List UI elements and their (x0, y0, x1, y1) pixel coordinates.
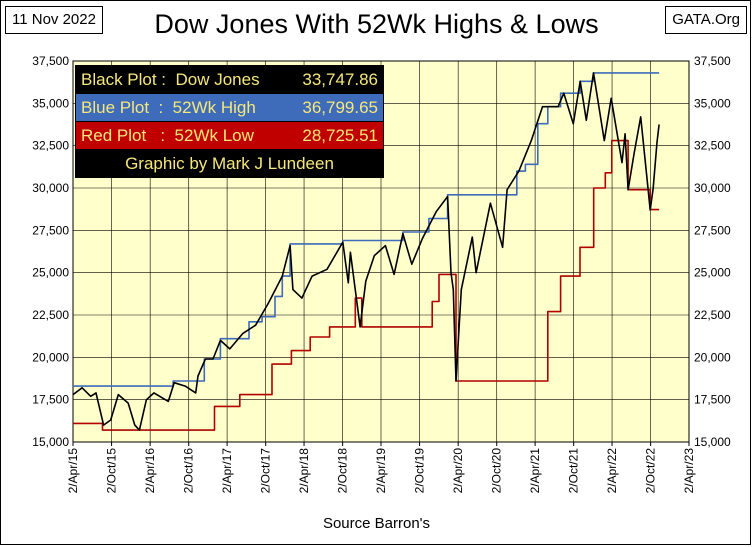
x-tick-label: 2/Oct/19 (413, 448, 427, 494)
legend-row-low: Red Plot : 52Wk Low 28,725.51 (76, 122, 383, 150)
chart-title: Dow Jones With 52Wk Highs & Lows (154, 9, 599, 39)
y-tick-label-left: 32,500 (32, 139, 69, 153)
y-axis-right: 15,000 17,500 20,000 22,500 25,000 27,500 30,0… (694, 54, 731, 449)
y-tick-label-left: 15,000 (32, 435, 69, 449)
x-tick-label: 2/Apr/19 (374, 448, 388, 494)
y-tick-label-right: 37,500 (694, 54, 731, 68)
y-tick-label-left: 37,500 (32, 54, 69, 68)
legend-credit: Graphic by Mark J Lundeen (76, 150, 383, 177)
series-dow-jones (72, 72, 660, 431)
legend-row-high: Blue Plot : 52Wk High 36,799.65 (76, 94, 383, 122)
x-tick-label: 2/Apr/15 (66, 448, 80, 494)
x-tick-label: 2/Oct/15 (105, 448, 119, 494)
legend-value-low: 28,725.51 (302, 126, 378, 145)
date-label: 11 Nov 2022 (5, 6, 103, 34)
x-tick-label: 2/Oct/21 (567, 448, 581, 494)
y-tick-label-right: 20,000 (694, 350, 731, 364)
y-tick-label-left: 30,000 (32, 181, 69, 195)
y-tick-label-right: 25,000 (694, 266, 731, 280)
y-tick-label-left: 20,000 (32, 350, 69, 364)
legend-label-dow: Black Plot : Dow Jones (81, 70, 260, 89)
y-tick-label-left: 25,000 (32, 266, 69, 280)
y-tick-label-right: 17,500 (694, 393, 731, 407)
series-group (72, 72, 660, 431)
legend: Black Plot : Dow Jones 33,747.86 Blue Pl… (75, 65, 384, 178)
legend-value-high: 36,799.65 (302, 98, 378, 117)
y-tick-label-left: 22,500 (32, 308, 69, 322)
y-axis-left: 15,000 17,500 20,000 22,500 25,000 27,500 30,0… (32, 54, 69, 449)
y-tick-label-right: 22,500 (694, 308, 731, 322)
y-tick-label-right: 35,000 (694, 96, 731, 110)
x-tick-label: 2/Oct/18 (336, 448, 350, 494)
x-tick-label: 2/Apr/16 (143, 448, 157, 494)
source-label: GATA.Org (665, 6, 747, 34)
x-tick-label: 2/Apr/22 (605, 448, 619, 494)
x-tick-label: 2/Apr/21 (528, 448, 542, 494)
x-tick-label: 2/Apr/18 (297, 448, 311, 494)
y-tick-label-right: 15,000 (694, 435, 731, 449)
x-tick-label: 2/Oct/22 (644, 448, 658, 494)
legend-value-dow: 33,747.86 (302, 70, 378, 89)
x-tick-label: 2/Oct/16 (182, 448, 196, 494)
y-tick-label-left: 27,500 (32, 223, 69, 237)
y-tick-label-right: 27,500 (694, 223, 731, 237)
x-axis-title: Source Barron's (322, 515, 431, 532)
legend-label-high: Blue Plot : 52Wk High (81, 98, 256, 117)
x-tick-label: 2/Apr/20 (451, 448, 465, 494)
x-tick-label: 2/Apr/23 (682, 448, 696, 494)
series-52wk-low (73, 139, 660, 431)
x-axis: 2/Apr/15 2/Oct/15 2/Apr/16 2/Oct/16 2/Apr/17… (66, 442, 696, 493)
y-tick-label-right: 32,500 (694, 139, 731, 153)
x-tick-label: 2/Oct/17 (259, 448, 273, 494)
y-tick-label-right: 30,000 (694, 181, 731, 195)
series-52wk-high (73, 72, 660, 387)
legend-row-dow: Black Plot : Dow Jones 33,747.86 (76, 66, 383, 94)
legend-label-low: Red Plot : 52Wk Low (81, 126, 254, 145)
y-tick-label-left: 35,000 (32, 96, 69, 110)
x-tick-label: 2/Apr/17 (220, 448, 234, 494)
x-tick-label: 2/Oct/20 (490, 448, 504, 494)
y-tick-label-left: 17,500 (32, 393, 69, 407)
